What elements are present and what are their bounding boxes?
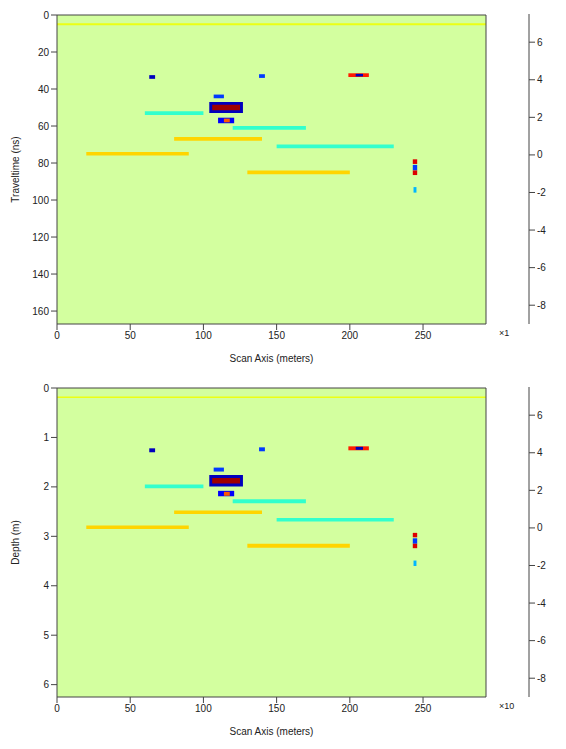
svg-text:100: 100 <box>195 330 212 341</box>
svg-text:100: 100 <box>32 195 49 206</box>
svg-text:4: 4 <box>537 447 543 458</box>
svg-text:0: 0 <box>43 10 49 21</box>
svg-text:6: 6 <box>537 37 543 48</box>
svg-text:-6: -6 <box>537 635 546 646</box>
svg-text:Scan Axis (meters): Scan Axis (meters) <box>230 353 314 364</box>
svg-text:-4: -4 <box>537 225 546 236</box>
svg-text:3: 3 <box>43 531 49 542</box>
svg-text:-8: -8 <box>537 673 546 684</box>
svg-text:0: 0 <box>54 703 60 714</box>
svg-text:200: 200 <box>341 703 358 714</box>
svg-text:4: 4 <box>43 580 49 591</box>
svg-text:2: 2 <box>537 112 543 123</box>
svg-text:0: 0 <box>54 330 60 341</box>
svg-text:100: 100 <box>195 703 212 714</box>
svg-text:4: 4 <box>537 74 543 85</box>
svg-text:-2: -2 <box>537 187 546 198</box>
svg-text:140: 140 <box>32 269 49 280</box>
svg-text:Scan Axis (meters): Scan Axis (meters) <box>230 726 314 737</box>
svg-text:200: 200 <box>341 330 358 341</box>
svg-text:150: 150 <box>268 330 285 341</box>
svg-text:160: 160 <box>32 306 49 317</box>
svg-text:-8: -8 <box>537 300 546 311</box>
svg-text:2: 2 <box>537 485 543 496</box>
svg-text:20: 20 <box>38 47 50 58</box>
svg-text:-6: -6 <box>537 262 546 273</box>
svg-text:120: 120 <box>32 232 49 243</box>
svg-text:-2: -2 <box>537 560 546 571</box>
svg-text:0: 0 <box>43 383 49 394</box>
svg-text:Traveltime (ns): Traveltime (ns) <box>10 136 21 202</box>
svg-text:0: 0 <box>537 149 543 160</box>
svg-text:60: 60 <box>38 121 50 132</box>
svg-text:50: 50 <box>125 330 137 341</box>
svg-text:2: 2 <box>43 481 49 492</box>
svg-text:80: 80 <box>38 158 50 169</box>
html-text:×10: ×10 <box>499 701 515 711</box>
svg-text:40: 40 <box>38 84 50 95</box>
svg-text:6: 6 <box>537 410 543 421</box>
svg-text:250: 250 <box>415 330 432 341</box>
svg-text:150: 150 <box>268 703 285 714</box>
svg-text:1: 1 <box>43 432 49 443</box>
svg-text:Depth (m): Depth (m) <box>10 520 21 564</box>
svg-text:5: 5 <box>43 630 49 641</box>
html-text:×1: ×1 <box>499 328 510 338</box>
svg-text:250: 250 <box>415 703 432 714</box>
svg-text:0: 0 <box>537 522 543 533</box>
svg-text:6: 6 <box>43 679 49 690</box>
svg-text:50: 50 <box>125 703 137 714</box>
svg-text:-4: -4 <box>537 598 546 609</box>
